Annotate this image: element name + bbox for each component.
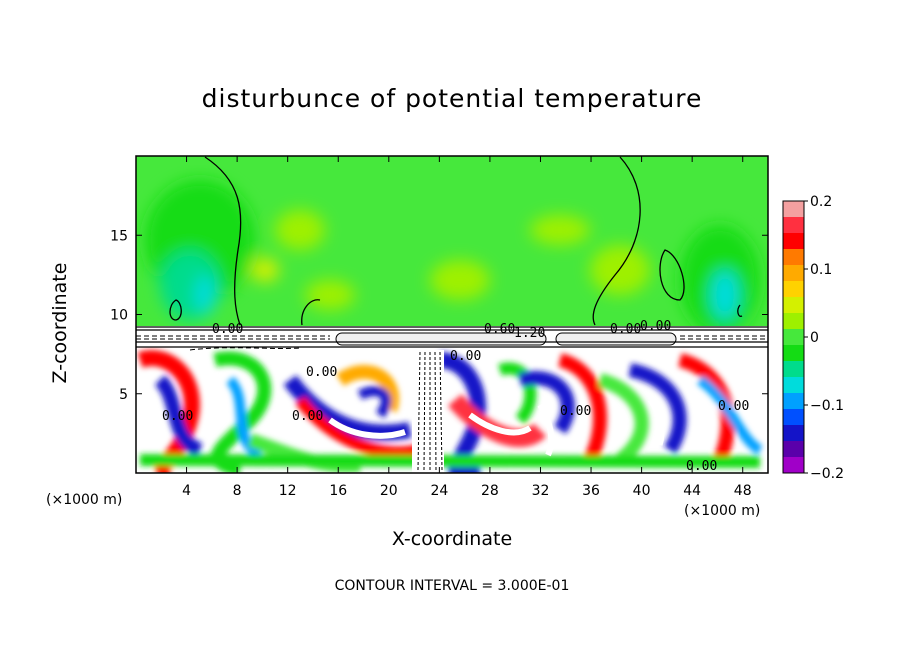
colorbar-swatch xyxy=(783,425,804,442)
colorbar-swatch xyxy=(783,201,804,218)
eddy-cores xyxy=(328,398,665,457)
heatmap-field xyxy=(136,156,768,473)
x-tick-label: 4 xyxy=(182,483,191,499)
colorbar-swatch xyxy=(783,441,804,458)
contour-interval-note: CONTOUR INTERVAL = 3.000E-01 xyxy=(334,578,570,594)
lower-layer-eddies xyxy=(137,350,763,473)
contour-label: 0.00 xyxy=(292,409,323,424)
contour-label: 1.20 xyxy=(514,326,545,341)
x-tick-label: 28 xyxy=(481,483,499,499)
contour-label: 0.00 xyxy=(162,409,193,424)
colorbar-tick-label: 0.1 xyxy=(810,262,832,278)
contour-label: 0.00 xyxy=(686,459,717,474)
colorbar-swatch xyxy=(783,249,804,266)
y-axis: 5 10 15 xyxy=(110,228,768,403)
colorbar-swatch xyxy=(783,313,804,330)
x-tick-label: 16 xyxy=(329,483,347,499)
colorbar-swatch xyxy=(783,233,804,250)
colorbar-swatch xyxy=(783,345,804,362)
contour-label: 0.00 xyxy=(610,322,641,337)
x-tick-label: 36 xyxy=(582,483,600,499)
x-axis-label: X-coordinate xyxy=(391,528,513,550)
colorbar-swatch xyxy=(783,297,804,314)
x-axis: 4 8 12 16 20 24 28 32 36 40 44 48 xyxy=(182,156,752,499)
downdraft-column xyxy=(412,350,444,473)
colorbar-tick-label: −0.1 xyxy=(810,398,844,414)
colorbar-swatch xyxy=(783,409,804,426)
x-tick-label: 8 xyxy=(233,483,242,499)
colorbar-swatch xyxy=(783,281,804,298)
x-tick-label: 12 xyxy=(279,483,297,499)
contour-label: 0.00 xyxy=(212,322,243,337)
colorbar-swatch xyxy=(783,457,804,474)
x-units-label-right: (×1000 m) xyxy=(684,503,761,519)
negative-contour-lines xyxy=(136,335,768,351)
y-tick-label: 15 xyxy=(110,228,128,244)
x-tick-label: 48 xyxy=(734,483,752,499)
colorbar-tick-label: 0.2 xyxy=(810,194,832,210)
colorbar: 0.2 0.1 0 −0.1 −0.2 xyxy=(782,194,844,482)
y-tick-label: 5 xyxy=(119,387,128,403)
x-units-label-left: (×1000 m) xyxy=(46,492,123,508)
colorbar-tick-label: 0 xyxy=(810,330,819,346)
contour-lines xyxy=(136,156,768,348)
contour-label: 0.00 xyxy=(306,365,337,380)
colorbar-swatch xyxy=(783,377,804,394)
contour-label: 0.00 xyxy=(560,404,591,419)
contour-label: 0.00 xyxy=(718,399,749,414)
x-tick-label: 44 xyxy=(683,483,701,499)
colorbar-swatch xyxy=(783,217,804,234)
contour-label: 0.00 xyxy=(450,349,481,364)
colorbar-swatch xyxy=(783,393,804,410)
x-tick-label: 40 xyxy=(633,483,651,499)
colorbar-tick-label: −0.2 xyxy=(810,466,844,482)
x-tick-label: 24 xyxy=(430,483,448,499)
x-tick-label: 20 xyxy=(380,483,398,499)
colorbar-swatch xyxy=(783,361,804,378)
upper-layer-anomalies xyxy=(145,180,760,335)
contour-label-group: 0.00 0.00 0.00 0.00 0.00 0.00 0.60 1.20 … xyxy=(162,319,749,474)
y-tick-label: 10 xyxy=(110,308,128,324)
contour-label: 0.60 xyxy=(484,322,515,337)
colorbar-swatch xyxy=(783,265,804,282)
x-tick-label: 32 xyxy=(532,483,550,499)
chart-title: disturbunce of potential temperature xyxy=(201,84,703,113)
contour-label: 0.00 xyxy=(640,319,671,334)
colorbar-swatch xyxy=(783,329,804,346)
